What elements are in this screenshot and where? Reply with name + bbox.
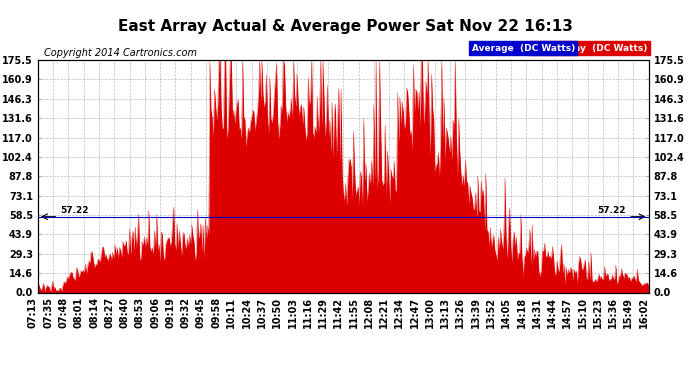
Text: East Array Actual & Average Power Sat Nov 22 16:13: East Array Actual & Average Power Sat No… (117, 19, 573, 34)
Text: East Array  (DC Watts): East Array (DC Watts) (533, 44, 647, 53)
Text: 57.22: 57.22 (61, 206, 89, 215)
Text: Average  (DC Watts): Average (DC Watts) (471, 44, 575, 53)
Text: 57.22: 57.22 (598, 206, 626, 215)
Text: Copyright 2014 Cartronics.com: Copyright 2014 Cartronics.com (44, 48, 197, 58)
